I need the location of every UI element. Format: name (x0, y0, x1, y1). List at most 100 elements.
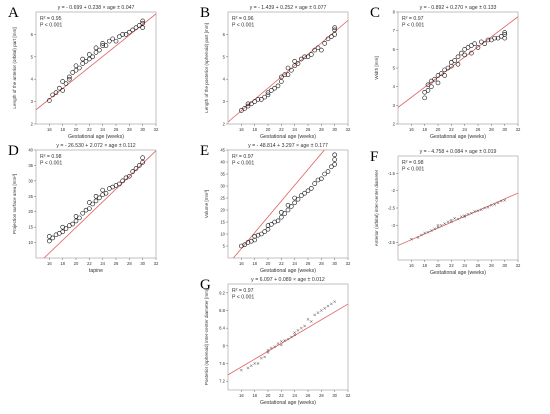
data-point (439, 223, 443, 227)
data-point (77, 215, 82, 221)
data-point (70, 70, 75, 75)
data-point (502, 30, 507, 35)
y-tick-label: 8 (223, 343, 226, 348)
x-tick-label: 26 (306, 261, 311, 266)
data-point (332, 25, 337, 30)
chart-title: y = - 0.699 + 0.238 × age ± 0.047 (58, 5, 135, 11)
x-tick-label: 24 (100, 127, 105, 132)
data-point (319, 47, 324, 53)
x-tick-label: 24 (100, 261, 105, 266)
data-point (276, 342, 280, 346)
data-point (263, 355, 267, 359)
data-point (272, 219, 277, 225)
data-point (499, 199, 503, 203)
y-tick-label: 5 (393, 66, 396, 71)
y-tick-label: -3.5 (388, 240, 396, 245)
chart-title: y = - 0.892 + 0.270 × age ± 0.133 (420, 5, 497, 11)
data-point (293, 333, 297, 337)
data-point (279, 214, 284, 220)
y-tick-label: 4 (393, 84, 396, 89)
y-tick-label: 8.4 (219, 326, 225, 331)
data-point (262, 229, 267, 234)
data-point (302, 54, 307, 60)
data-point (285, 72, 291, 78)
data-point (107, 38, 112, 44)
data-point (265, 92, 271, 98)
data-point (282, 72, 287, 78)
y-axis-label: Volume [mm³] (204, 190, 209, 218)
y-tick-label: 5 (223, 244, 226, 249)
data-point (449, 218, 453, 222)
data-point (409, 237, 413, 241)
data-point (100, 41, 105, 46)
data-point (485, 37, 491, 43)
data-point (486, 205, 490, 209)
y-tick-label: 3 (393, 103, 396, 108)
data-point (256, 362, 260, 365)
x-tick-label: 30 (332, 393, 337, 398)
y-axis-label: Length of the posterior (sphenoid) part … (204, 23, 209, 113)
data-point (463, 214, 467, 218)
data-point (289, 335, 293, 339)
data-point (329, 302, 333, 306)
data-point (242, 242, 247, 248)
data-point (283, 339, 287, 342)
y-tick-label: 35 (28, 163, 33, 168)
plot-frame (397, 11, 519, 125)
y-tick-label: 2 (393, 122, 396, 127)
data-point (279, 343, 283, 347)
x-tick-label: 22 (279, 261, 284, 266)
x-tick-label: 32 (346, 393, 351, 398)
data-point (493, 203, 497, 206)
x-tick-label: 22 (449, 263, 454, 268)
data-point (259, 231, 264, 237)
data-point (253, 362, 257, 365)
y-axis-label: Projection surface area [mm²] (12, 174, 17, 234)
data-point (137, 163, 142, 168)
data-point (279, 340, 283, 343)
plot-frame (35, 149, 157, 259)
data-point (117, 34, 122, 39)
y-tick-label: 8.8 (219, 308, 225, 313)
y-tick-label: 10 (220, 232, 225, 237)
y-tick-label: 5 (31, 54, 34, 59)
data-point (140, 155, 145, 161)
x-tick-label: 26 (476, 127, 481, 132)
y-tick-label: 6 (393, 47, 396, 52)
data-point (422, 95, 427, 101)
data-point (332, 152, 337, 158)
data-point (306, 317, 310, 321)
data-point (113, 38, 119, 44)
data-point (492, 35, 497, 41)
x-tick-label: 18 (60, 127, 65, 132)
y-tick-label: 4 (223, 77, 226, 82)
plot-frame (227, 149, 349, 259)
x-tick-label: 22 (87, 127, 92, 132)
x-tick-label: 20 (74, 127, 79, 132)
stat-label: P < 0.001 (40, 23, 62, 29)
data-point (475, 45, 481, 50)
data-point (292, 58, 297, 64)
data-point (100, 187, 105, 193)
data-point (442, 73, 447, 78)
x-tick-label: 30 (140, 127, 145, 132)
data-point (469, 50, 474, 56)
data-point (97, 47, 102, 53)
data-point (269, 346, 273, 350)
data-point (429, 229, 433, 232)
y-tick-label: 25 (28, 194, 33, 199)
data-point (313, 313, 317, 317)
data-point (423, 231, 427, 235)
x-axis-label: Gestational age (weeks) (260, 268, 316, 274)
data-point (322, 41, 327, 46)
x-tick-label: 32 (516, 127, 521, 132)
x-tick-label: 20 (266, 393, 271, 398)
y-tick-label: 3 (31, 99, 34, 104)
y-tick-label: 2 (223, 122, 226, 127)
x-tick-label: 24 (292, 261, 297, 266)
data-point (249, 364, 253, 368)
data-point (93, 198, 99, 204)
data-point (120, 32, 125, 37)
data-point (246, 366, 250, 370)
x-tick-label: 16 (239, 261, 244, 266)
